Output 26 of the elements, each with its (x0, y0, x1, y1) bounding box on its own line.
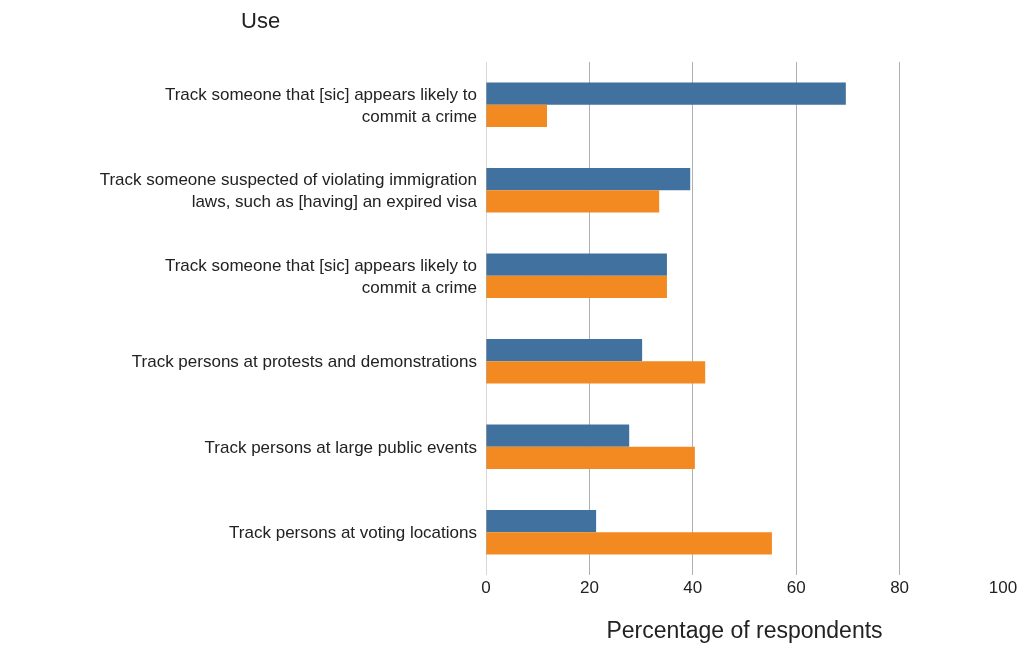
y-axis-title: Use (241, 8, 281, 33)
x-tick-label: 60 (786, 578, 806, 597)
bar (486, 190, 660, 213)
bar (486, 424, 630, 447)
x-tick-label: 20 (579, 578, 599, 597)
bar (486, 339, 643, 362)
bar (486, 104, 548, 127)
x-tick-label: 100 (988, 578, 1018, 597)
y-tick-label: Track someone that [sic] appears likely to commit a crime (164, 84, 477, 126)
bar (486, 510, 597, 533)
y-tick-label: Track persons at large public events (204, 437, 477, 457)
x-tick-label: 40 (683, 578, 703, 597)
x-tick-label: 0 (481, 578, 491, 597)
bar (486, 532, 772, 555)
bar (486, 361, 706, 384)
x-axis-title: Percentage of respondents (606, 616, 883, 643)
bar (486, 168, 691, 191)
x-tick-label: 80 (890, 578, 910, 597)
y-tick-label: Track someone suspected of violating immigration laws, such as [having] an expired visa (99, 170, 478, 212)
y-tick-label: Track someone that [sic] appears likely to commit a crime (164, 255, 477, 297)
bar (486, 446, 695, 469)
bar (486, 253, 667, 276)
bar (486, 275, 667, 298)
y-tick-label: Track persons at protests and demonstrations (131, 352, 477, 372)
bar (486, 82, 846, 105)
y-tick-label: Track persons at voting locations (229, 523, 477, 543)
